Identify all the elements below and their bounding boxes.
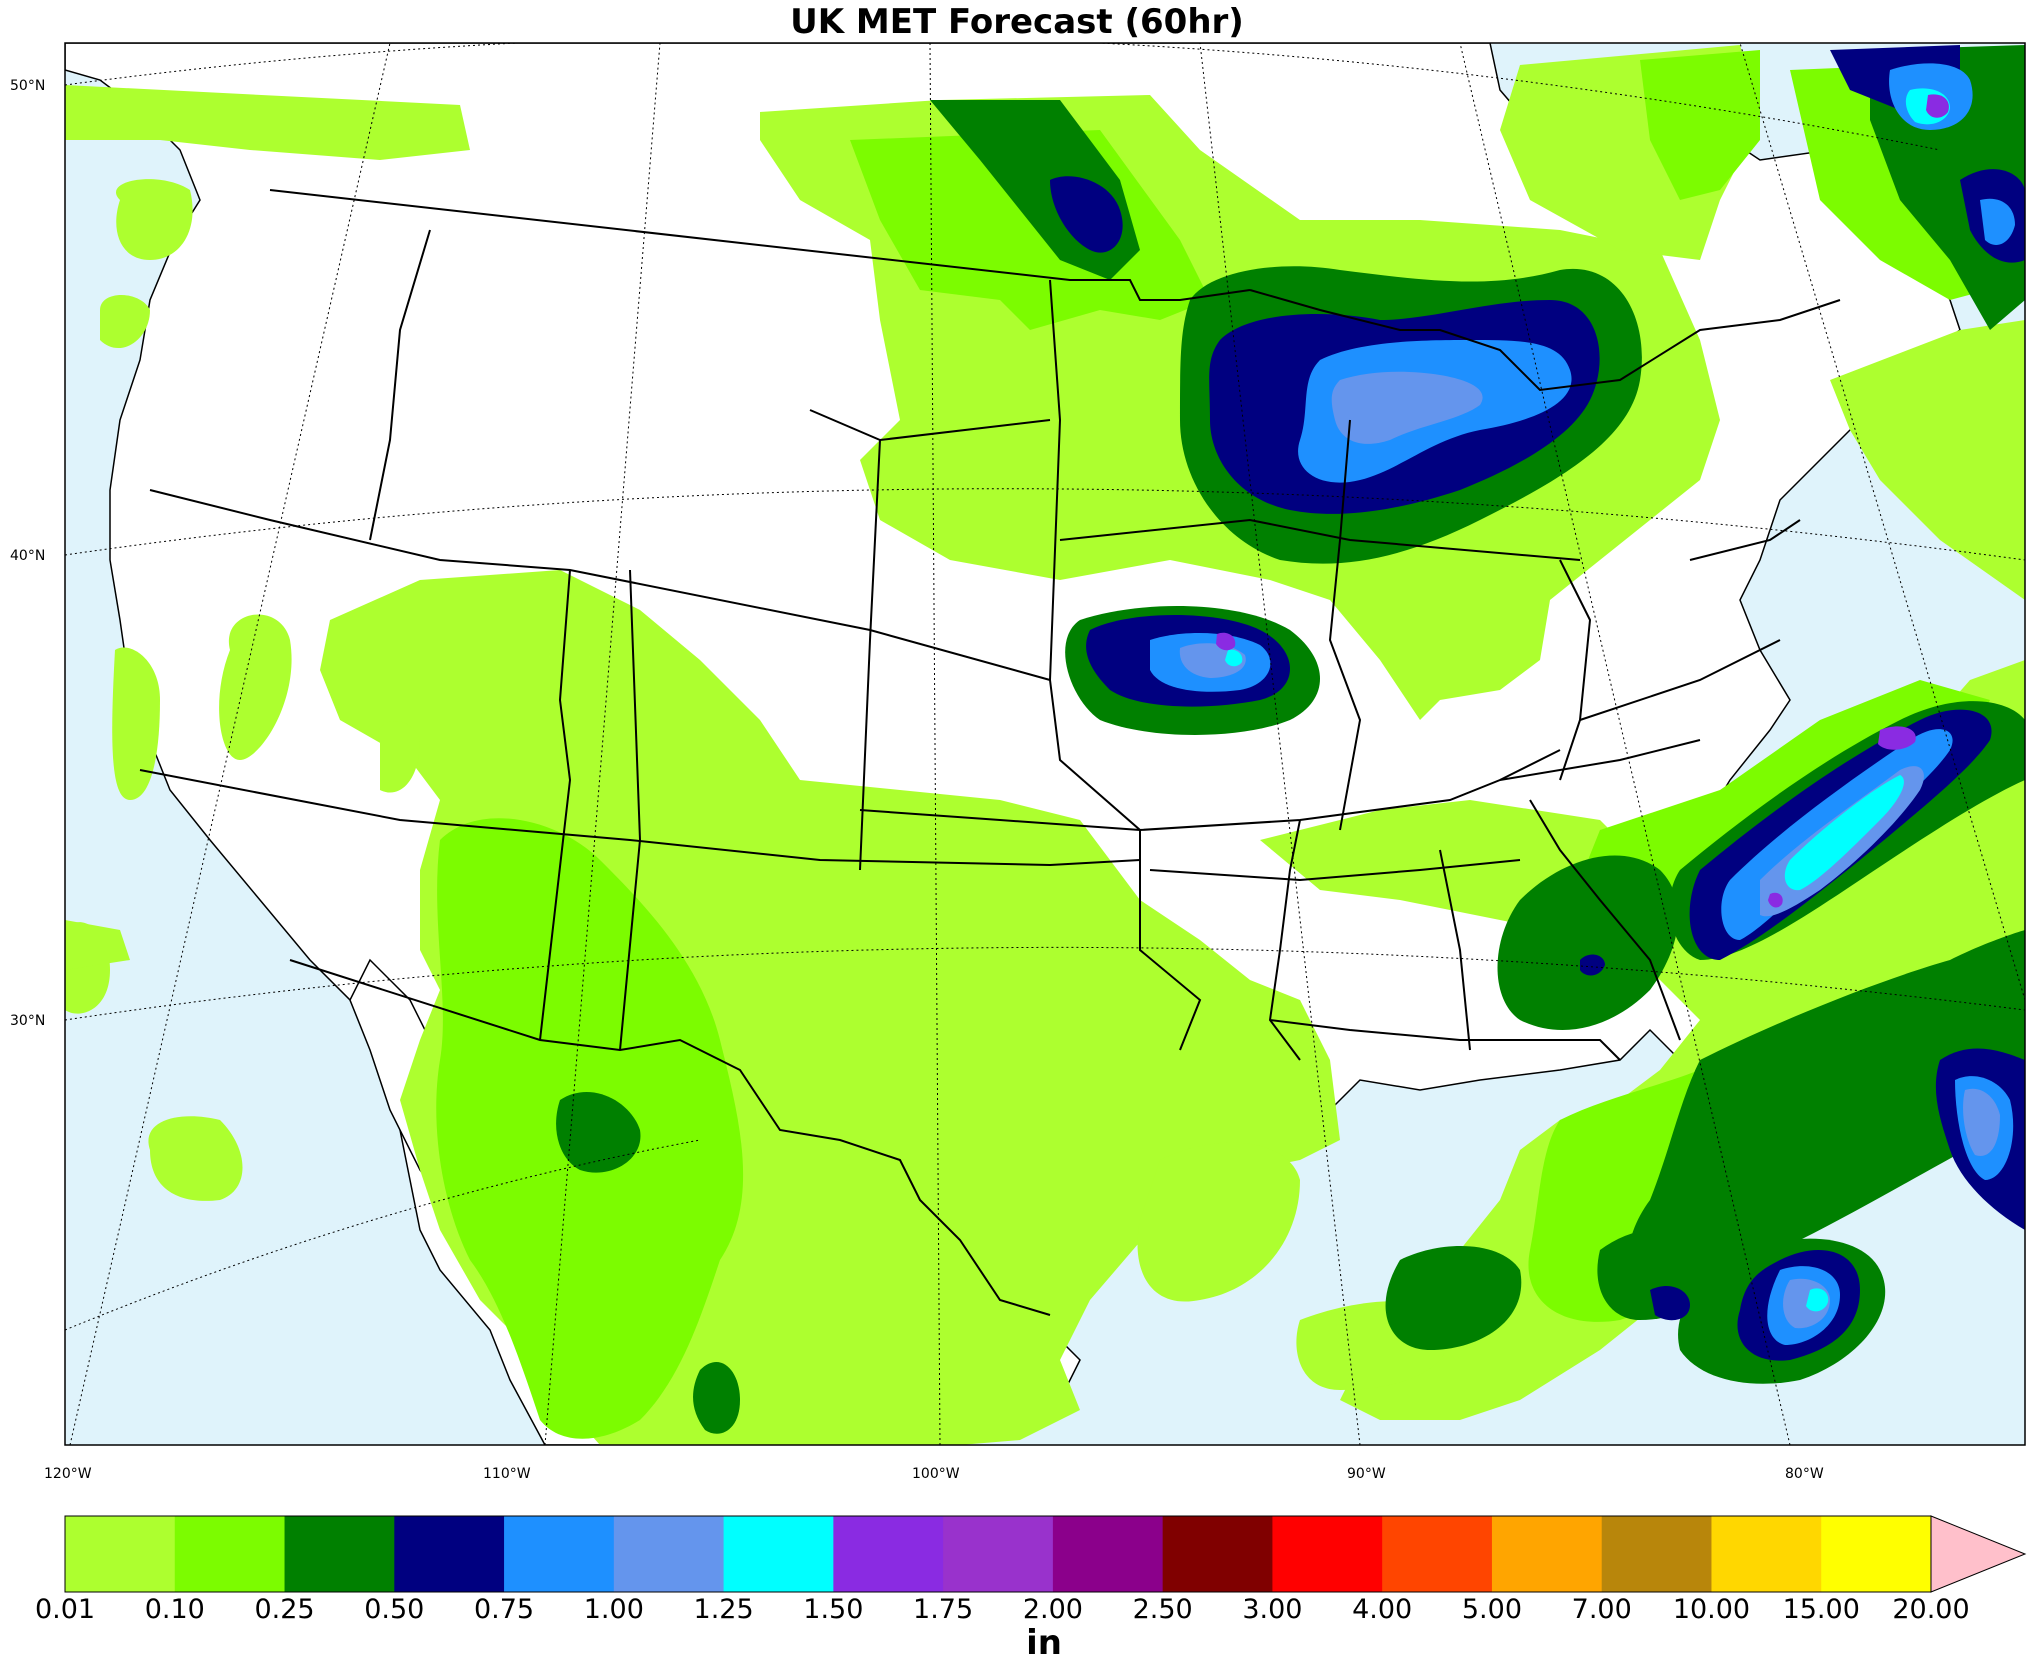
lon-label-110w: 110°W <box>483 1466 531 1482</box>
precipitation-contours <box>65 45 2025 1445</box>
colorbar-bin <box>394 1516 505 1592</box>
colorbar-tick-label: 7.00 <box>1572 1594 1632 1625</box>
colorbar-bin <box>284 1516 395 1592</box>
graticule <box>65 43 2025 1445</box>
colorbar-tick-label: 0.50 <box>364 1594 424 1625</box>
lat-label-50n: 50°N <box>10 78 45 94</box>
colorbar-bin <box>1711 1516 1822 1592</box>
colorbar-bin <box>65 1516 176 1592</box>
lon-label-100w: 100°W <box>912 1466 960 1482</box>
colorbar-bin <box>1382 1516 1493 1592</box>
colorbar-tick-label: 15.00 <box>1783 1594 1860 1625</box>
colorbar-bin <box>613 1516 725 1592</box>
colorbar: 0.01 0.10 0.25 0.50 0.75 1.00 1.25 1.50 1.75 2.00… <box>35 1515 2027 1663</box>
colorbar-bin <box>1601 1516 1712 1592</box>
colorbar-units: in <box>1026 1623 1062 1663</box>
colorbar-tick-label: 0.10 <box>145 1594 205 1625</box>
colorbar-tick-label: 2.00 <box>1023 1594 1083 1625</box>
map-frame <box>64 42 2026 1446</box>
colorbar-tick-label: 1.25 <box>694 1594 754 1625</box>
colorbar-frame <box>64 1515 1932 1593</box>
colorbar-tick-label: 0.25 <box>254 1594 314 1625</box>
colorbar-extend-arrow <box>1930 1515 2027 1593</box>
lon-label-90w: 90°W <box>1347 1466 1386 1482</box>
colorbar-tick-label: 4.00 <box>1352 1594 1412 1625</box>
lon-label-120w: 120°W <box>44 1466 92 1482</box>
colorbar-tick-labels: 0.01 0.10 0.25 0.50 0.75 1.00 1.25 1.50 1.75 2.00… <box>35 1594 1970 1625</box>
colorbar-bin <box>723 1516 834 1592</box>
colorbar-bin <box>1821 1516 1932 1592</box>
colorbar-bins <box>65 1516 1932 1592</box>
lat-label-40n: 40°N <box>10 548 45 564</box>
colorbar-tick-label: 1.50 <box>803 1594 863 1625</box>
map-area <box>65 43 2025 1445</box>
map-title: UK MET Forecast (60hr) <box>790 2 1244 42</box>
colorbar-bin <box>174 1516 286 1592</box>
lon-label-80w: 80°W <box>1785 1466 1824 1482</box>
colorbar-tick-label: 10.00 <box>1673 1594 1750 1625</box>
colorbar-tick-label: 2.50 <box>1133 1594 1193 1625</box>
colorbar-bin <box>1162 1516 1273 1592</box>
colorbar-tick-label: 5.00 <box>1462 1594 1522 1625</box>
colorbar-tick-label: 1.00 <box>584 1594 644 1625</box>
state-boundaries <box>139 189 1841 1316</box>
colorbar-bin <box>1491 1516 1603 1592</box>
colorbar-tick-label: 0.75 <box>474 1594 534 1625</box>
colorbar-bin <box>1052 1516 1164 1592</box>
colorbar-tick-label: 1.75 <box>913 1594 973 1625</box>
lat-label-30n: 30°N <box>10 1013 45 1029</box>
colorbar-bin <box>833 1516 944 1592</box>
colorbar-bin <box>943 1516 1054 1592</box>
colorbar-bin <box>1272 1516 1383 1592</box>
colorbar-tick-label: 20.00 <box>1892 1594 1969 1625</box>
colorbar-tick-label: 0.01 <box>35 1594 95 1625</box>
colorbar-bin <box>504 1516 615 1592</box>
colorbar-tick-label: 3.00 <box>1242 1594 1302 1625</box>
